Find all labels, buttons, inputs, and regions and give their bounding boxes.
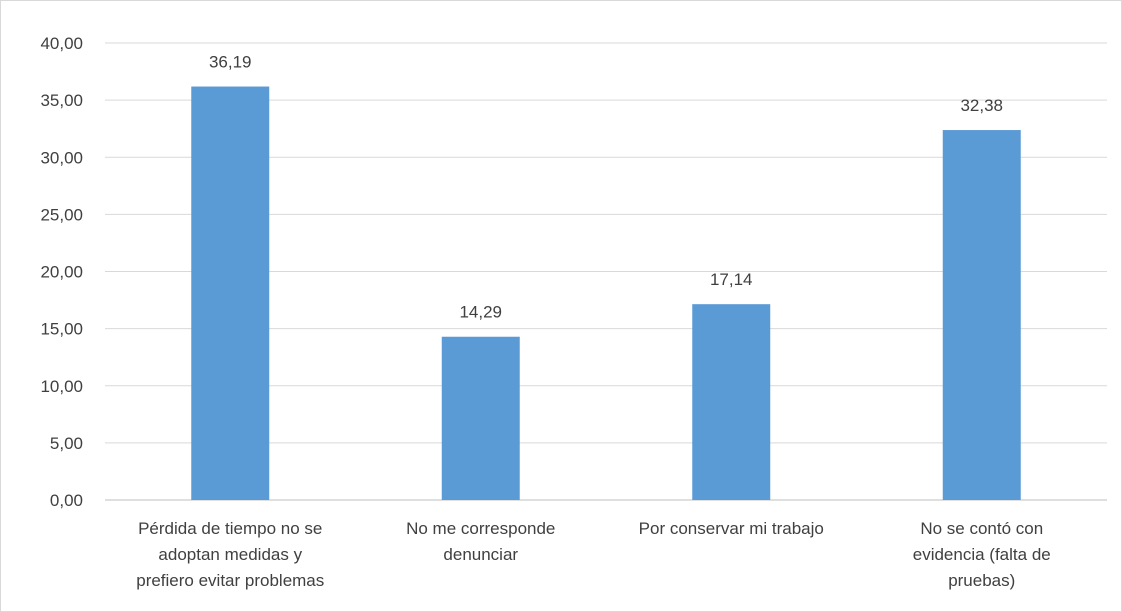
y-tick-label: 0,00 — [50, 491, 83, 510]
x-category-label: No se contó con evidencia (falta de prueba… — [913, 519, 1051, 590]
bar — [942, 130, 1021, 500]
x-category-label-line: denunciar — [443, 545, 518, 564]
x-category-label-line: evidencia (falta de — [913, 545, 1051, 564]
x-category-label: No me corresponde denunciar — [406, 519, 555, 564]
data-label: 36,19 — [209, 53, 252, 72]
x-category-label-line: Pérdida de tiempo no se — [138, 519, 322, 538]
x-category-label: Por conservar mi trabajo — [639, 519, 824, 538]
y-tick-label: 10,00 — [40, 377, 83, 396]
bar — [191, 86, 270, 501]
y-tick-label: 20,00 — [40, 263, 83, 282]
data-label: 14,29 — [459, 303, 502, 322]
x-category-label-line: prefiero evitar problemas — [136, 571, 324, 590]
data-label: 32,38 — [960, 96, 1003, 115]
y-tick-label: 35,00 — [40, 91, 83, 110]
y-tick-label: 40,00 — [40, 34, 83, 53]
bar — [441, 336, 520, 500]
x-category-label-line: Por conservar mi trabajo — [639, 519, 824, 538]
x-category-label-line: adoptan medidas y — [158, 545, 302, 564]
x-category-label-line: No se contó con — [920, 519, 1043, 538]
y-tick-label: 15,00 — [40, 320, 83, 339]
x-category-label-line: No me corresponde — [406, 519, 555, 538]
y-tick-label: 25,00 — [40, 205, 83, 224]
y-tick-label: 30,00 — [40, 148, 83, 167]
bar — [692, 304, 771, 500]
x-category-label-line: pruebas) — [948, 571, 1015, 590]
data-label: 17,14 — [710, 270, 753, 289]
x-category-label: Pérdida de tiempo no se adoptan medidas y… — [136, 519, 324, 590]
y-tick-label: 5,00 — [50, 434, 83, 453]
